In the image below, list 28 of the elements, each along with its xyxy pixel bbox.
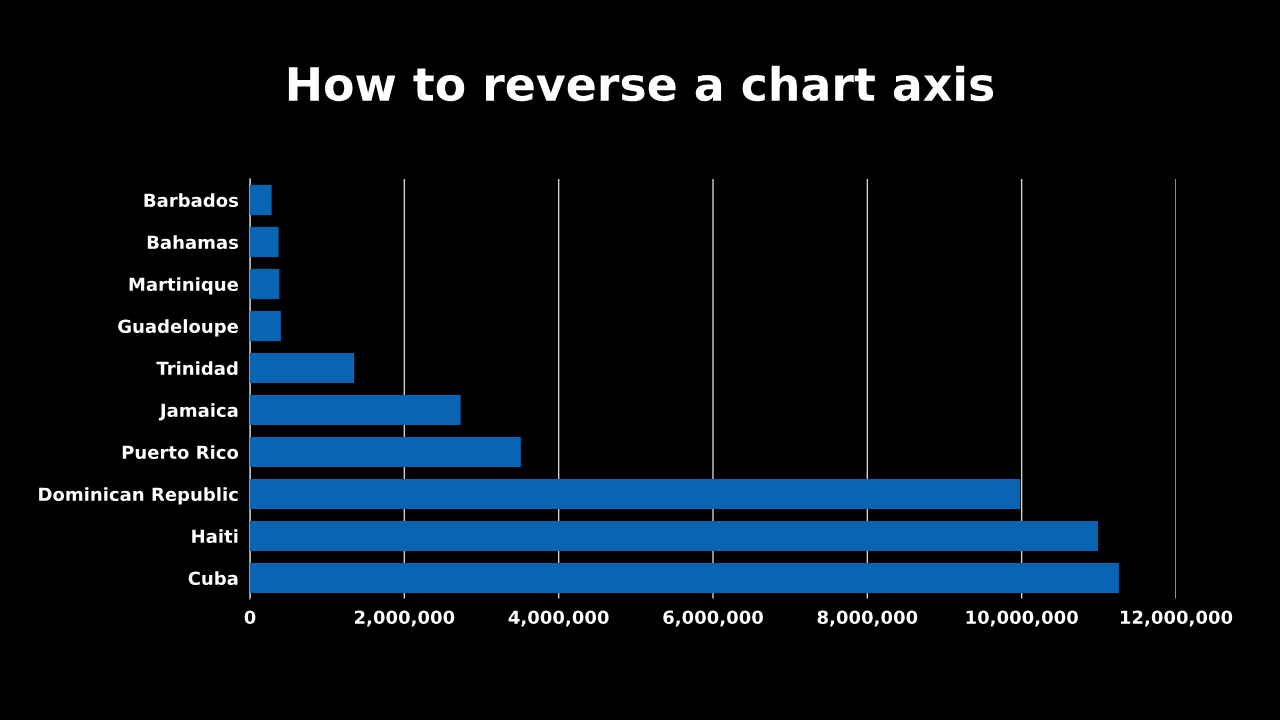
bar (250, 394, 461, 426)
x-tick-label: 12,000,000 (1120, 610, 1233, 627)
y-tick-label: Barbados (144, 193, 239, 208)
bar (250, 352, 355, 384)
x-tick-label: 6,000,000 (663, 610, 763, 627)
x-tick-label: 0 (244, 610, 256, 625)
y-tick-label: Trinidad (156, 361, 238, 376)
y-tick-label: Bahamas (147, 235, 239, 250)
bar (250, 268, 280, 300)
y-tick-label: Cuba (188, 571, 238, 586)
bar (250, 310, 281, 342)
x-tick-label: 10,000,000 (966, 610, 1078, 627)
bar (250, 478, 1021, 510)
y-tick-label: Guadeloupe (118, 319, 239, 337)
y-tick-label: Puerto Rico (122, 445, 239, 460)
y-tick-label: Dominican Republic (39, 487, 238, 505)
y-tick-label: Martinique (129, 277, 239, 295)
y-tick-label: Jamaica (158, 403, 238, 421)
chart-title: How to reverse a chart axis (288, 65, 994, 102)
y-tick-label: Haiti (192, 529, 238, 544)
bar (250, 226, 279, 258)
bar (250, 562, 1119, 594)
bar (250, 184, 272, 216)
x-tick-label: 8,000,000 (817, 610, 918, 627)
bar (250, 436, 521, 468)
bar (250, 520, 1099, 552)
x-tick-label: 4,000,000 (508, 610, 609, 627)
x-tick-label: 2,000,000 (354, 610, 455, 627)
